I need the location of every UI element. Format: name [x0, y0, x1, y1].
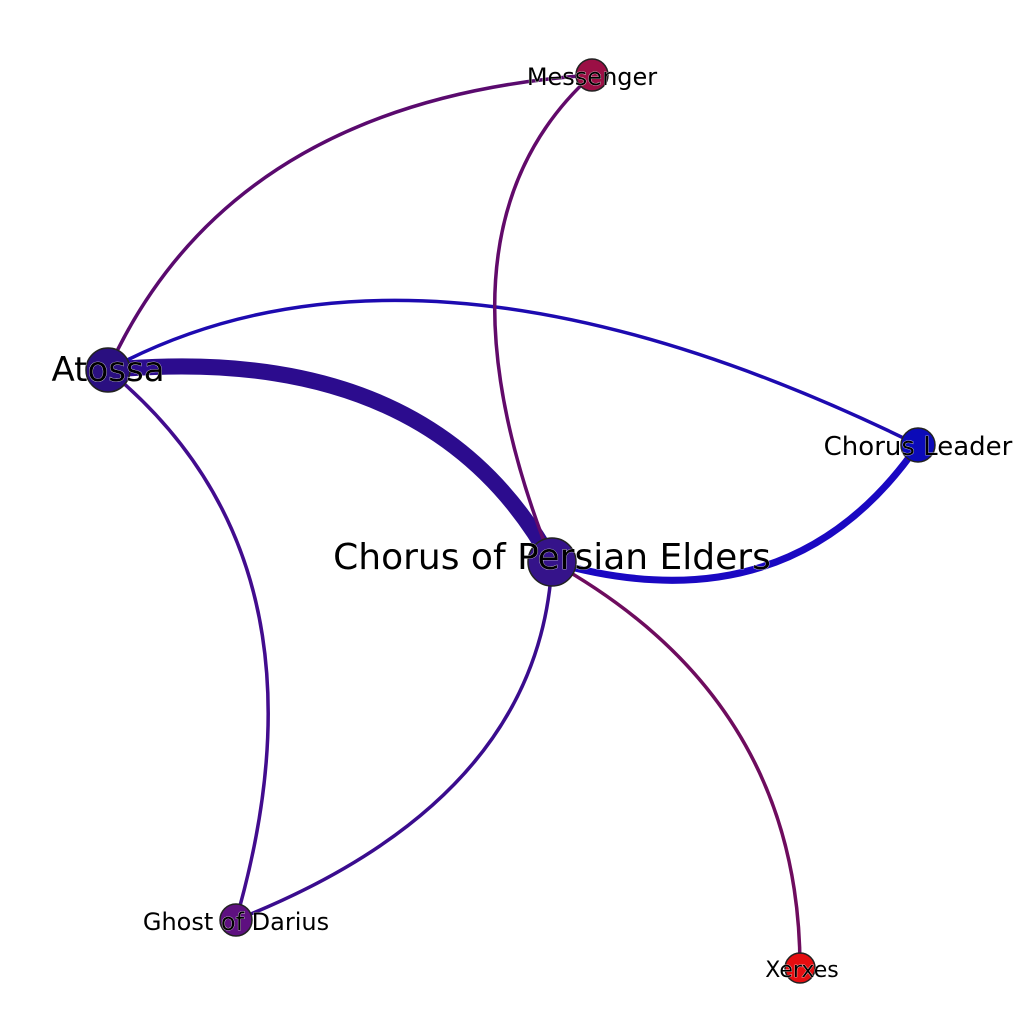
node-chorus-persian-elders[interactable] — [527, 537, 577, 587]
label-xerxes: Xerxes — [765, 958, 838, 983]
node-atossa[interactable] — [85, 347, 131, 393]
edge-chorus-persian-elders-xerxes — [550, 560, 802, 970]
node-ghost-of-darius[interactable] — [219, 903, 253, 937]
labels-layer: Atossa Chorus of Persian Elders Chorus L… — [51, 63, 1013, 984]
node-messenger[interactable] — [575, 58, 609, 92]
edge-atossa-ghost-of-darius — [106, 368, 270, 922]
edge-chorus-persian-elders-ghost-of-darius — [234, 560, 554, 922]
edge-messenger-chorus-persian-elders — [493, 73, 594, 564]
label-messenger: Messenger — [527, 63, 657, 91]
edges-layer — [100, 73, 922, 970]
edge-atossa-messenger — [106, 73, 594, 372]
edge-atossa-chorus-leader — [106, 298, 920, 447]
edge-atossa-chorus-persian-elders — [100, 358, 560, 570]
label-atossa: Atossa — [51, 350, 164, 390]
node-chorus-leader[interactable] — [900, 427, 936, 463]
nodes-layer — [85, 58, 936, 984]
label-chorus-persian-elders: Chorus of Persian Elders — [333, 537, 771, 578]
label-ghost-of-darius: Ghost of Darius — [143, 908, 329, 936]
edge-chorus-persian-elders-chorus-leader — [548, 441, 922, 584]
node-xerxes[interactable] — [784, 952, 816, 984]
label-chorus-leader: Chorus Leader — [824, 432, 1013, 462]
